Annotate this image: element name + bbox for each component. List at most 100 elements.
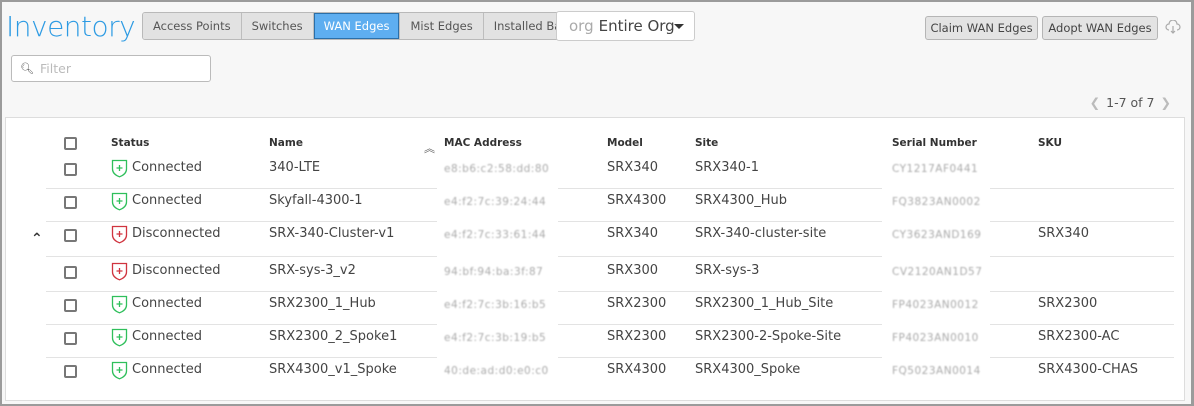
connected-shield-icon <box>111 328 128 347</box>
name-cell[interactable]: SRX-sys-3_v2 <box>269 263 356 278</box>
redaction-mask <box>437 219 558 223</box>
model-cell: SRX300 <box>607 263 659 278</box>
row-divider <box>46 356 1174 358</box>
name-cell[interactable]: SRX4300_v1_Spoke <box>269 362 397 377</box>
connected-shield-icon <box>111 192 128 211</box>
row-checkbox[interactable] <box>64 365 77 378</box>
sku-cell: SRX4300-CHAS <box>1038 362 1138 377</box>
row-divider <box>46 220 1174 222</box>
sku-cell: SRX2300 <box>1038 296 1098 311</box>
mac-address-cell: e4:f2:7c:3b:16:b5 <box>444 299 547 311</box>
device-type-tabs: Access Points Switches WAN Edges Mist Ed… <box>142 12 586 40</box>
sort-icon[interactable]: ︽ <box>424 142 435 155</box>
status-cell: Disconnected <box>132 226 221 241</box>
site-cell[interactable]: SRX2300_1_Hub_Site <box>695 296 834 311</box>
status-cell: Connected <box>132 193 203 208</box>
status-cell: Connected <box>132 296 203 311</box>
tab-switches[interactable]: Switches <box>241 13 314 39</box>
column-header-site[interactable]: Site <box>695 137 719 149</box>
serial-number-cell: CY1217AF0441 <box>892 163 979 175</box>
caret-down-icon <box>674 24 684 29</box>
redaction-mask <box>882 355 990 359</box>
prev-page-icon[interactable]: ❮ <box>1089 95 1101 110</box>
row-checkbox[interactable] <box>64 266 77 279</box>
connected-shield-icon <box>111 361 128 380</box>
model-cell: SRX340 <box>607 160 659 175</box>
org-value: Entire Org <box>598 17 675 35</box>
org-prefix: org <box>569 17 594 35</box>
disconnected-shield-icon <box>111 262 128 281</box>
mac-address-cell: 94:bf:94:ba:3f:87 <box>444 266 544 278</box>
select-all-checkbox[interactable] <box>64 137 77 150</box>
status-cell: Connected <box>132 329 203 344</box>
next-page-icon[interactable]: ❯ <box>1160 95 1171 110</box>
org-selector[interactable]: org Entire Org <box>556 11 695 41</box>
redaction-mask <box>882 186 990 190</box>
site-cell[interactable]: SRX-340-cluster-site <box>695 226 827 241</box>
name-cell[interactable]: SRX2300_2_Spoke1 <box>269 329 398 344</box>
column-header-serial-number[interactable]: Serial Number <box>892 137 977 149</box>
sku-cell: SRX340 <box>1038 226 1090 241</box>
site-cell[interactable]: SRX4300_Hub <box>695 193 788 208</box>
collapse-cluster-icon[interactable]: ⌃ <box>31 231 43 247</box>
name-cell[interactable]: 340-LTE <box>269 160 321 175</box>
connected-shield-icon <box>111 159 128 178</box>
mac-address-cell: 40:de:ad:d0:e0:c0 <box>444 365 549 377</box>
status-cell: Connected <box>132 362 203 377</box>
redaction-mask <box>437 254 558 258</box>
tab-wan-edges[interactable]: WAN Edges <box>313 13 401 39</box>
tab-mist-edges[interactable]: Mist Edges <box>400 13 484 39</box>
serial-number-cell: FP4023AN0010 <box>892 332 979 344</box>
serial-number-cell: FQ3823AN0002 <box>892 196 981 208</box>
page-title: Inventory <box>6 10 136 43</box>
row-checkbox[interactable] <box>64 196 77 209</box>
claim-wan-edges-button[interactable]: Claim WAN Edges <box>925 16 1038 40</box>
redaction-mask <box>437 322 558 326</box>
filter-input[interactable]: 🔍︎ Filter <box>11 55 211 82</box>
model-cell: SRX4300 <box>607 193 667 208</box>
name-cell[interactable]: SRX-340-Cluster-v1 <box>269 226 395 241</box>
site-cell[interactable]: SRX340-1 <box>695 160 759 175</box>
connected-shield-icon <box>111 295 128 314</box>
cloud-download-icon[interactable] <box>1165 19 1181 34</box>
column-header-mac-address[interactable]: MAC Address <box>444 137 522 149</box>
pagination: ❮ 1-7 of 7 ❯ <box>1084 95 1177 110</box>
redaction-mask <box>437 186 558 190</box>
row-checkbox[interactable] <box>64 229 77 242</box>
redaction-mask <box>437 289 558 293</box>
row-checkbox[interactable] <box>64 299 77 312</box>
serial-number-cell: CY3623AND169 <box>892 229 982 241</box>
redaction-mask <box>882 322 990 326</box>
row-checkbox[interactable] <box>64 332 77 345</box>
column-header-sku[interactable]: SKU <box>1038 137 1063 149</box>
status-cell: Connected <box>132 160 203 175</box>
mac-address-cell: e4:f2:7c:39:24:44 <box>444 196 547 208</box>
page-range: 1-7 of 7 <box>1106 95 1155 110</box>
serial-number-cell: FQ5023AN0014 <box>892 365 981 377</box>
row-checkbox[interactable] <box>64 163 77 176</box>
model-cell: SRX2300 <box>607 329 667 344</box>
filter-placeholder: Filter <box>40 61 71 76</box>
serial-number-cell: FP4023AN0012 <box>892 299 979 311</box>
column-header-model[interactable]: Model <box>607 137 643 149</box>
redaction-mask <box>882 254 990 258</box>
column-header-name[interactable]: Name <box>269 137 303 149</box>
site-cell[interactable]: SRX2300-2-Spoke-Site <box>695 329 842 344</box>
mac-address-cell: e4:f2:7c:33:61:44 <box>444 229 547 241</box>
redaction-mask <box>882 289 990 293</box>
row-divider <box>46 255 1174 257</box>
model-cell: SRX2300 <box>607 296 667 311</box>
mac-address-cell: e8:b6:c2:58:dd:80 <box>444 163 550 175</box>
site-cell[interactable]: SRX-sys-3 <box>695 263 760 278</box>
name-cell[interactable]: Skyfall-4300-1 <box>269 193 363 208</box>
model-cell: SRX4300 <box>607 362 667 377</box>
site-cell[interactable]: SRX4300_Spoke <box>695 362 801 377</box>
search-icon: 🔍︎ <box>20 62 34 75</box>
column-header-status[interactable]: Status <box>111 137 150 149</box>
adopt-wan-edges-button[interactable]: Adopt WAN Edges <box>1042 16 1158 40</box>
row-divider <box>46 290 1174 292</box>
tab-access-points[interactable]: Access Points <box>143 13 242 39</box>
name-cell[interactable]: SRX2300_1_Hub <box>269 296 376 311</box>
row-divider <box>46 187 1174 189</box>
